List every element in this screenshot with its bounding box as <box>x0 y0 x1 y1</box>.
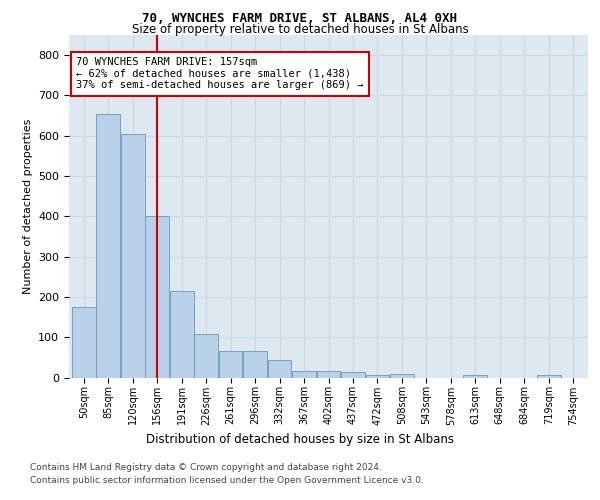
Bar <box>72 307 95 378</box>
Bar <box>96 114 120 378</box>
Text: Distribution of detached houses by size in St Albans: Distribution of detached houses by size … <box>146 432 454 446</box>
Text: Size of property relative to detached houses in St Albans: Size of property relative to detached ho… <box>131 24 469 36</box>
Bar <box>341 372 365 378</box>
Text: 70, WYNCHES FARM DRIVE, ST ALBANS, AL4 0XH: 70, WYNCHES FARM DRIVE, ST ALBANS, AL4 0… <box>143 12 458 26</box>
Bar <box>292 370 316 378</box>
Text: 70 WYNCHES FARM DRIVE: 157sqm
← 62% of detached houses are smaller (1,438)
37% o: 70 WYNCHES FARM DRIVE: 157sqm ← 62% of d… <box>76 58 364 90</box>
Bar <box>243 352 267 378</box>
Bar <box>390 374 414 378</box>
Bar <box>537 375 561 378</box>
Bar <box>463 374 487 378</box>
Bar <box>365 375 389 378</box>
Text: Contains public sector information licensed under the Open Government Licence v3: Contains public sector information licen… <box>30 476 424 485</box>
Text: Contains HM Land Registry data © Crown copyright and database right 2024.: Contains HM Land Registry data © Crown c… <box>30 462 382 471</box>
Bar <box>317 372 340 378</box>
Bar <box>218 352 242 378</box>
Bar <box>268 360 292 378</box>
Y-axis label: Number of detached properties: Number of detached properties <box>23 118 32 294</box>
Bar <box>121 134 145 378</box>
Bar <box>170 291 194 378</box>
Bar <box>145 216 169 378</box>
Bar <box>194 334 218 378</box>
